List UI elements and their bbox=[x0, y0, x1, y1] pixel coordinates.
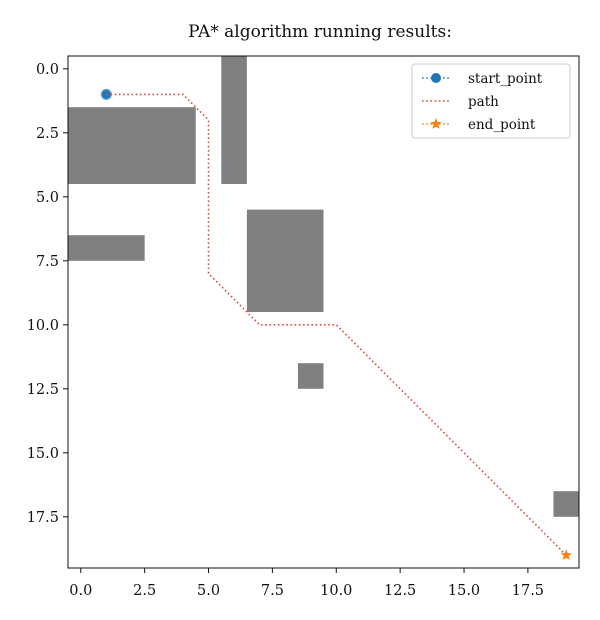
y-tick-label: 5.0 bbox=[36, 190, 59, 206]
x-tick-label: 7.5 bbox=[261, 583, 284, 599]
obstacle-rect bbox=[246, 209, 324, 312]
y-tick-label: 10.0 bbox=[27, 318, 59, 334]
legend-box bbox=[411, 63, 571, 139]
x-tick-label: 0.0 bbox=[69, 583, 92, 599]
legend-label-start_point: start_point bbox=[468, 71, 543, 87]
plot-area bbox=[68, 56, 579, 561]
obstacle-rect bbox=[221, 56, 247, 184]
x-tick-label: 2.5 bbox=[133, 583, 156, 599]
obstacle-rect bbox=[68, 235, 145, 261]
legend-star-marker bbox=[430, 118, 442, 129]
obstacle-rect bbox=[68, 107, 196, 184]
x-tick-label: 5.0 bbox=[197, 583, 220, 599]
y-tick-label: 7.5 bbox=[36, 254, 59, 270]
obstacle-rect bbox=[553, 491, 579, 517]
x-tick-label: 10.0 bbox=[320, 583, 352, 599]
axes: 0.0 2.5 5.0 7.5 10.0 12.5 15.0 17.5 0.0 2.5 5.0 7.5… bbox=[27, 55, 580, 599]
y-tick-label: 2.5 bbox=[36, 126, 59, 142]
obstacle-rect bbox=[297, 363, 324, 389]
x-tick-label: 15.0 bbox=[448, 583, 480, 599]
legend-label-end_point: end_point bbox=[468, 117, 536, 133]
y-tick-label: 15.0 bbox=[27, 446, 59, 462]
axes-frame bbox=[67, 55, 580, 569]
y-tick-label: 12.5 bbox=[27, 382, 59, 398]
series-line-path bbox=[106, 93, 567, 556]
x-tick-label: 12.5 bbox=[384, 583, 416, 599]
chart-title: PA* algorithm running results: bbox=[188, 22, 452, 42]
end-point-marker bbox=[560, 549, 572, 561]
legend-label-path: path bbox=[468, 94, 499, 110]
x-tick-label: 17.5 bbox=[512, 583, 544, 599]
y-tick-label: 0.0 bbox=[36, 62, 59, 78]
y-tick-label: 17.5 bbox=[27, 510, 59, 526]
legend-circle-marker bbox=[431, 73, 441, 83]
